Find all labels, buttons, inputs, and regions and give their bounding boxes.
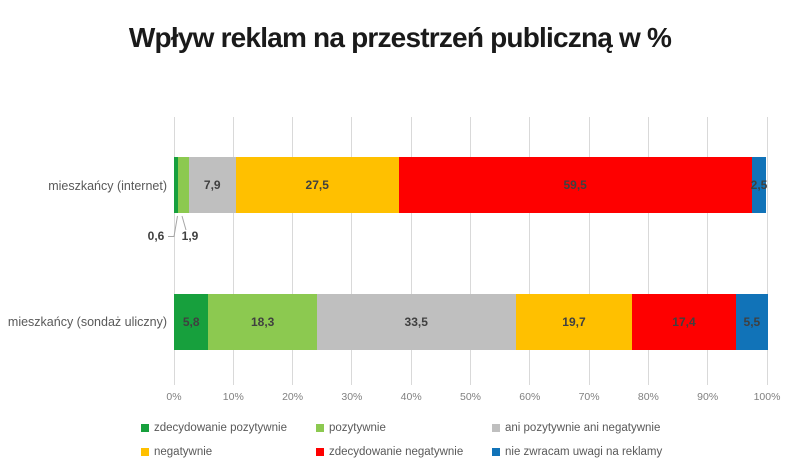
x-tick-label: 50% — [459, 391, 481, 403]
bar-segment: 7,9 — [188, 157, 236, 213]
gridline — [588, 117, 590, 385]
x-tick-label: 20% — [282, 391, 304, 403]
legend-label: zdecydowanie negatywnie — [329, 446, 464, 458]
x-tick-label: 70% — [578, 391, 600, 403]
legend-item: zdecydowanie pozytywnie — [141, 421, 287, 435]
x-tick-label: 30% — [341, 391, 363, 403]
legend-label: zdecydowanie pozytywnie — [154, 422, 287, 434]
bar-segment: 33,5 — [316, 294, 516, 350]
gridline — [470, 117, 471, 385]
legend-item: ani pozytywnie ani negatywnie — [492, 421, 660, 435]
x-tick-label: 80% — [637, 391, 659, 403]
bar-segment: 2,5 — [751, 157, 767, 213]
gridline — [232, 117, 234, 385]
category-label: mieszkańcy (sondaż uliczny) — [7, 315, 167, 329]
bar-segment: 5,8 — [174, 294, 209, 350]
callout-value-label: 1,9 — [181, 229, 199, 243]
bar-segment: 18,3 — [208, 294, 317, 350]
gridline — [647, 117, 649, 385]
callout-value-label: 0,6 — [147, 229, 165, 243]
leader-line — [181, 215, 187, 231]
legend-item: zdecydowanie negatywnie — [316, 445, 463, 459]
legend-label: nie zwracam uwagi na reklamy — [505, 446, 663, 458]
bar-segment: 5,5 — [735, 294, 769, 350]
x-tick-label: 0% — [166, 391, 182, 403]
legend-swatch — [141, 424, 149, 432]
bar-segment — [174, 157, 178, 213]
category-label: mieszkańcy (internet) — [48, 179, 167, 193]
legend-item: nie zwracam uwagi na reklamy — [492, 445, 662, 459]
legend-swatch — [316, 448, 324, 456]
legend-label: ani pozytywnie ani negatywnie — [505, 422, 661, 434]
x-tick-label: 60% — [519, 391, 541, 403]
gridline — [707, 117, 709, 385]
x-tick-label: 90% — [697, 391, 719, 403]
legend-label: pozytywnie — [329, 422, 386, 434]
bar-segment — [177, 157, 189, 213]
bar-segment: 17,4 — [632, 294, 736, 350]
gridline — [292, 117, 294, 385]
bar-segment: 19,7 — [515, 294, 633, 350]
gridline — [351, 117, 353, 385]
gridline — [173, 117, 175, 385]
chart-title: Wpływ reklam na przestrzeń publiczną w % — [128, 22, 672, 53]
x-tick-label: 10% — [222, 391, 244, 403]
legend-swatch — [492, 448, 500, 456]
legend-swatch — [141, 448, 149, 456]
legend-item: pozytywnie — [316, 421, 386, 435]
gridline — [529, 117, 531, 385]
legend-label: negatywnie — [154, 446, 213, 458]
x-tick-label: 40% — [400, 391, 422, 403]
gridline — [766, 117, 768, 385]
x-tick-label: 100% — [753, 391, 781, 403]
bar-segment: 59,5 — [398, 157, 752, 213]
legend-swatch — [492, 424, 500, 432]
gridline — [410, 117, 412, 385]
legend-item: negatywnie — [141, 445, 212, 459]
bar-segment: 27,5 — [235, 157, 399, 213]
legend-swatch — [316, 424, 324, 432]
